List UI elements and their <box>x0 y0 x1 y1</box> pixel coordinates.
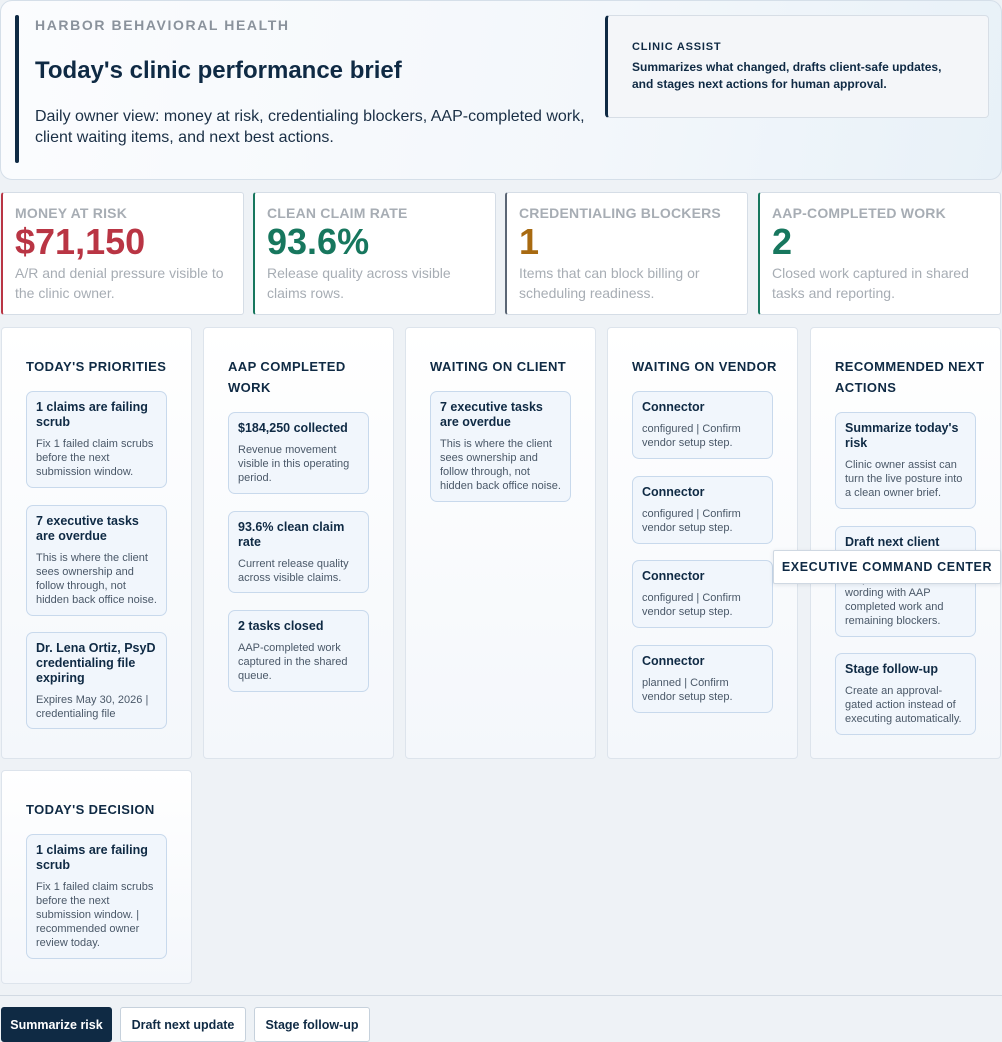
card-body: configured | Confirm vendor setup step. <box>642 508 741 534</box>
card-body: Clinic owner assist can turn the live po… <box>845 459 963 499</box>
column-title: WAITING ON CLIENT <box>430 359 567 374</box>
executive-command-center-tooltip: EXECUTIVE COMMAND CENTER <box>773 550 1001 584</box>
page-subtitle: Daily owner view: money at risk, credent… <box>35 108 585 146</box>
kpi-label: AAP-COMPLETED WORK <box>772 205 946 221</box>
card-title: $184,250 collected <box>238 421 348 435</box>
card-title: 1 claims are failing scrub <box>36 843 148 872</box>
card-body: configured | Confirm vendor setup step. <box>642 423 741 449</box>
card-title: 7 executive tasks are overdue <box>36 514 139 543</box>
card-body: This is where the client sees ownership … <box>36 552 157 606</box>
clinic-name: HARBOR BEHAVIORAL HEALTH <box>35 17 290 33</box>
priority-card[interactable]: 1 claims are failing scrub Fix 1 failed … <box>26 391 167 488</box>
column-title: AAP COMPLETED WORK <box>228 359 346 395</box>
completed-card[interactable]: 93.6% clean claim rate Current release q… <box>228 511 369 593</box>
kpi-description: Closed work captured in shared tasks and… <box>772 265 969 301</box>
next-action-card[interactable]: Stage follow-up Create an approval-gated… <box>835 653 976 735</box>
card-title: Dr. Lena Ortiz, PsyD credentialing file … <box>36 641 156 685</box>
kpi-description: A/R and denial pressure visible to the c… <box>15 265 224 301</box>
completed-card[interactable]: $184,250 collected Revenue movement visi… <box>228 412 369 494</box>
card-title: Connector <box>642 400 705 414</box>
column-waiting-on-vendor: WAITING ON VENDOR Connector configured |… <box>607 327 798 759</box>
hero-panel: HARBOR BEHAVIORAL HEALTH Today's clinic … <box>0 0 1002 180</box>
card-title: Stage follow-up <box>845 662 939 676</box>
kpi-label: MONEY AT RISK <box>15 205 128 221</box>
card-title: Connector <box>642 654 705 668</box>
column-todays-priorities: TODAY'S PRIORITIES 1 claims are failing … <box>1 327 192 759</box>
decision-card[interactable]: 1 claims are failing scrub Fix 1 failed … <box>26 834 167 959</box>
priority-card[interactable]: Dr. Lena Ortiz, PsyD credentialing file … <box>26 632 167 729</box>
kpi-clean-claim-rate: CLEAN CLAIM RATE 93.6% Release quality a… <box>253 192 496 315</box>
column-recommended-next-actions: RECOMMENDED NEXT ACTIONS Summarize today… <box>810 327 1001 759</box>
kpi-description: Release quality across visible claims ro… <box>267 265 451 301</box>
card-title: Summarize today's risk <box>845 421 959 450</box>
kpi-money-at-risk: MONEY AT RISK $71,150 A/R and denial pre… <box>1 192 244 315</box>
card-title: 1 claims are failing scrub <box>36 400 148 429</box>
summarize-risk-button[interactable]: Summarize risk <box>1 1007 112 1042</box>
clinic-assist-description: Summarizes what changed, drafts client-s… <box>632 60 942 91</box>
card-body: This is where the client sees ownership … <box>440 438 561 492</box>
page-title: Today's clinic performance brief <box>35 57 402 84</box>
completed-card[interactable]: 2 tasks closed AAP-completed work captur… <box>228 610 369 692</box>
column-waiting-on-client: WAITING ON CLIENT 7 executive tasks are … <box>405 327 596 759</box>
kpi-value: 1 <box>519 221 540 262</box>
card-title: Connector <box>642 485 705 499</box>
column-title: RECOMMENDED NEXT ACTIONS <box>835 359 985 395</box>
clinic-assist-title: CLINIC ASSIST <box>632 41 722 53</box>
card-body: Fix 1 failed claim scrubs before the nex… <box>36 881 154 949</box>
next-action-card[interactable]: Summarize today's risk Clinic owner assi… <box>835 412 976 509</box>
column-aap-completed-work: AAP COMPLETED WORK $184,250 collected Re… <box>203 327 394 759</box>
clinic-assist-panel: CLINIC ASSIST Summarizes what changed, d… <box>605 15 989 118</box>
kpi-description: Items that can block billing or scheduli… <box>519 265 700 301</box>
vendor-card[interactable]: Connector configured | Confirm vendor se… <box>632 560 773 628</box>
kpi-label: CLEAN CLAIM RATE <box>267 205 408 221</box>
hero-accent-bar <box>15 15 19 163</box>
column-todays-decision: TODAY'S DECISION 1 claims are failing sc… <box>1 770 192 984</box>
card-body: configured | Confirm vendor setup step. <box>642 592 741 618</box>
vendor-card[interactable]: Connector planned | Confirm vendor setup… <box>632 645 773 713</box>
priority-card[interactable]: 7 executive tasks are overdue This is wh… <box>26 505 167 616</box>
kpi-credentialing-blockers: CREDENTIALING BLOCKERS 1 Items that can … <box>505 192 748 315</box>
card-body: Revenue movement visible in this operati… <box>238 444 350 484</box>
kpi-value: 2 <box>772 221 793 262</box>
card-body: planned | Confirm vendor setup step. <box>642 677 733 703</box>
card-body: Fix 1 failed claim scrubs before the nex… <box>36 438 154 478</box>
kpi-value: 93.6% <box>267 221 370 262</box>
stage-follow-up-button[interactable]: Stage follow-up <box>254 1007 370 1042</box>
kpi-value: $71,150 <box>15 221 146 262</box>
column-title: TODAY'S PRIORITIES <box>26 359 167 374</box>
card-title: 7 executive tasks are overdue <box>440 400 543 429</box>
card-title: 93.6% clean claim rate <box>238 520 345 549</box>
column-title: TODAY'S DECISION <box>26 802 155 817</box>
vendor-card[interactable]: Connector configured | Confirm vendor se… <box>632 476 773 544</box>
card-body: Create an approval-gated action instead … <box>845 685 962 725</box>
card-title: Connector <box>642 569 705 583</box>
card-body: Current release quality across visible c… <box>238 558 349 584</box>
card-body: Expires May 30, 2026 | credentialing fil… <box>36 694 149 720</box>
column-title: WAITING ON VENDOR <box>632 359 777 374</box>
kpi-label: CREDENTIALING BLOCKERS <box>519 205 721 221</box>
client-card[interactable]: 7 executive tasks are overdue This is wh… <box>430 391 571 502</box>
draft-next-update-button[interactable]: Draft next update <box>120 1007 246 1042</box>
vendor-card[interactable]: Connector configured | Confirm vendor se… <box>632 391 773 459</box>
kpi-aap-completed-work: AAP-COMPLETED WORK 2 Closed work capture… <box>758 192 1001 315</box>
card-body: AAP-completed work captured in the share… <box>238 642 348 682</box>
card-title: 2 tasks closed <box>238 619 324 633</box>
